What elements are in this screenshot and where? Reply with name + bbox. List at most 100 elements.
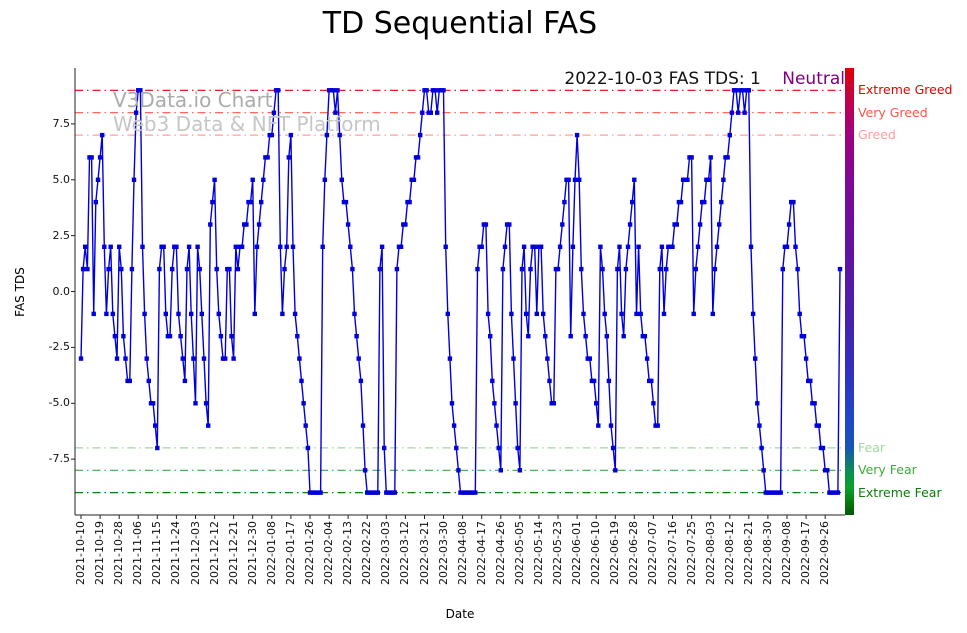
data-point-marker	[725, 155, 730, 160]
data-point-marker	[485, 311, 491, 317]
data-point-marker	[808, 378, 813, 384]
data-point-marker	[591, 378, 597, 384]
data-point-marker	[252, 311, 257, 317]
data-point-marker	[176, 311, 181, 317]
data-point-marker	[502, 244, 508, 249]
data-point-marker	[276, 88, 281, 93]
data-point-marker	[816, 423, 821, 428]
data-point-marker	[153, 423, 158, 428]
data-point-marker	[670, 244, 675, 249]
data-point-marker	[560, 222, 565, 227]
data-point-marker	[352, 311, 357, 317]
data-point-marker	[231, 356, 236, 361]
y-tick-label: 0.0	[52, 284, 71, 298]
data-point-marker	[757, 423, 762, 428]
data-point-marker	[428, 110, 433, 115]
data-point-marker	[163, 311, 168, 317]
data-point-marker	[515, 445, 520, 451]
data-point-marker	[235, 266, 241, 272]
data-point-marker	[742, 110, 747, 115]
data-point-marker	[155, 445, 160, 451]
data-point-marker	[167, 334, 173, 339]
data-point-marker	[292, 311, 298, 317]
data-point-marker	[256, 222, 262, 227]
data-point-marker	[108, 244, 113, 249]
y-tick-label: -7.5	[48, 452, 70, 466]
data-point-marker	[182, 378, 188, 384]
data-point-marker	[797, 311, 802, 317]
x-tick-label: 2022-08-21	[741, 521, 755, 585]
data-point-marker	[534, 311, 539, 317]
data-point-marker	[596, 423, 601, 428]
data-point-marker	[498, 468, 503, 473]
data-point-marker	[577, 177, 582, 182]
data-point-marker	[261, 177, 266, 182]
data-point-marker	[142, 311, 147, 317]
y-axis-label: FAS TDS	[13, 267, 27, 317]
data-point-marker	[104, 311, 109, 317]
data-point-marker	[602, 311, 607, 317]
data-point-marker	[248, 199, 253, 205]
data-point-marker	[265, 155, 270, 160]
data-point-marker	[203, 401, 209, 406]
data-point-marker	[617, 244, 622, 249]
data-point-marker	[606, 378, 612, 384]
data-point-marker	[490, 378, 495, 384]
data-point-marker	[753, 356, 758, 361]
data-point-marker	[218, 334, 224, 339]
data-point-marker	[837, 266, 843, 272]
data-point-marker	[825, 468, 830, 473]
data-point-marker	[189, 311, 194, 317]
data-point-marker	[615, 266, 620, 272]
data-point-marker	[206, 423, 211, 428]
y-tick-label: 7.5	[52, 116, 71, 130]
x-tick-label: 2022-01-17	[283, 521, 297, 585]
data-point-marker	[784, 244, 790, 249]
x-tick-label: 2022-02-04	[322, 521, 336, 585]
data-point-marker	[333, 110, 338, 115]
data-point-marker	[223, 356, 228, 361]
data-point-marker	[377, 266, 383, 272]
data-point-marker	[286, 155, 291, 160]
data-point-marker	[348, 244, 353, 249]
data-point-marker	[358, 378, 364, 384]
data-point-marker	[712, 266, 718, 272]
x-tick-label: 2022-03-30	[436, 521, 450, 585]
data-point-marker	[719, 199, 724, 205]
data-point-marker	[278, 244, 283, 249]
data-point-marker	[475, 266, 480, 272]
watermark-tagline: Web3 Data & NFT Platform	[113, 112, 381, 136]
data-point-marker	[727, 132, 732, 138]
data-point-marker	[746, 88, 751, 93]
data-point-marker	[513, 401, 518, 406]
data-point-marker	[778, 490, 783, 495]
data-point-marker	[382, 445, 387, 451]
data-point-marker	[659, 244, 665, 249]
x-tick-label: 2021-12-30	[245, 521, 259, 585]
data-point-marker	[210, 199, 215, 205]
x-tick-label: 2021-10-10	[74, 521, 87, 585]
data-point-marker	[521, 244, 527, 249]
x-tick-label: 2022-04-17	[474, 521, 488, 585]
data-point-marker	[634, 311, 639, 317]
data-point-marker	[131, 177, 137, 182]
x-tick-label: 2022-03-21	[417, 521, 431, 585]
data-point-marker	[445, 311, 450, 317]
data-point-marker	[335, 88, 340, 93]
data-point-marker	[102, 244, 107, 249]
data-point-marker	[714, 244, 720, 249]
data-point-marker	[295, 334, 300, 339]
data-point-marker	[583, 334, 588, 339]
data-point-marker	[706, 177, 711, 182]
data-point-marker	[795, 266, 800, 272]
data-point-marker	[507, 222, 512, 227]
data-point-marker	[625, 244, 631, 249]
data-point-marker	[691, 311, 696, 317]
data-point-marker	[689, 155, 694, 160]
data-point-marker	[511, 356, 516, 361]
data-point-marker	[254, 244, 260, 249]
data-point-marker	[174, 244, 179, 249]
data-point-marker	[443, 244, 448, 249]
data-point-marker	[140, 244, 145, 249]
